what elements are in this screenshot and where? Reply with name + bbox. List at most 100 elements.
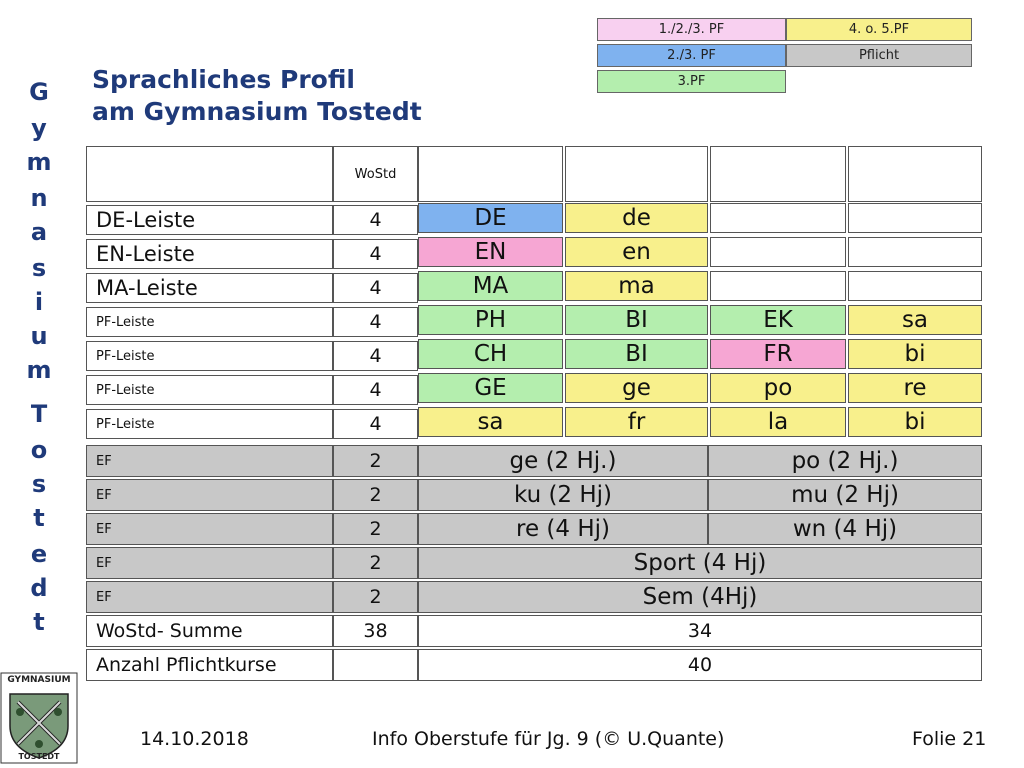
footer-slide-number: Folie 21 <box>912 728 987 750</box>
row-wostd: 4 <box>333 273 418 303</box>
row-label: PF-Leiste <box>86 409 333 439</box>
ef-row-label: EF <box>86 445 333 477</box>
ef-row-wostd: 2 <box>333 479 418 511</box>
sidebar-letter: o <box>30 436 48 464</box>
course-cell: BI <box>565 339 708 369</box>
sidebar-letter: t <box>33 608 45 636</box>
sum-row-label: WoStd- Summe <box>86 615 333 647</box>
course-cell: CH <box>418 339 563 369</box>
row-label: PF-Leiste <box>86 375 333 405</box>
ef-course-full: Sport (4 Hj) <box>418 547 982 579</box>
logo-bottom-text: TOSTEDT <box>18 752 60 761</box>
row-wostd: 4 <box>333 409 418 439</box>
ef-row-label: EF <box>86 581 333 613</box>
legend-pflicht: Pflicht <box>786 44 972 67</box>
course-cell: en <box>565 237 708 267</box>
header-col-2 <box>565 146 708 202</box>
count-row-value: 40 <box>418 649 982 681</box>
ef-row-wostd: 2 <box>333 581 418 613</box>
ef-row-label: EF <box>86 513 333 545</box>
course-cell: sa <box>848 305 982 335</box>
count-row-wostd <box>333 649 418 681</box>
course-cell <box>710 203 846 233</box>
course-cell: MA <box>418 271 563 301</box>
ef-row-label: EF <box>86 547 333 579</box>
ef-course-left: ku (2 Hj) <box>418 479 708 511</box>
row-wostd: 4 <box>333 375 418 405</box>
course-cell: re <box>848 373 982 403</box>
sidebar-letter: G <box>29 78 49 106</box>
row-wostd: 4 <box>333 341 418 371</box>
ef-course-left: ge (2 Hj.) <box>418 445 708 477</box>
ef-course-right: po (2 Hj.) <box>708 445 982 477</box>
school-logo: GYMNASIUM TOSTEDT <box>0 672 78 764</box>
sum-row-wostd: 38 <box>333 615 418 647</box>
course-cell: la <box>710 407 846 437</box>
row-label: PF-Leiste <box>86 307 333 337</box>
legend-pf23: 2./3. PF <box>597 44 786 67</box>
ef-course-left: re (4 Hj) <box>418 513 708 545</box>
row-label: EN-Leiste <box>86 239 333 269</box>
course-cell: BI <box>565 305 708 335</box>
sidebar-letter: t <box>33 504 45 532</box>
row-label: DE-Leiste <box>86 205 333 235</box>
sidebar-letter: n <box>30 184 48 212</box>
count-row-label: Anzahl Pflichtkurse <box>86 649 333 681</box>
course-cell: ge <box>565 373 708 403</box>
sidebar-letter: s <box>31 470 47 498</box>
header-col-4 <box>848 146 982 202</box>
row-label: PF-Leiste <box>86 341 333 371</box>
row-label: MA-Leiste <box>86 273 333 303</box>
row-wostd: 4 <box>333 307 418 337</box>
sidebar-letter: m <box>26 148 52 176</box>
course-cell: EK <box>710 305 846 335</box>
course-cell <box>848 203 982 233</box>
row-wostd: 4 <box>333 205 418 235</box>
legend-pf45: 4. o. 5.PF <box>786 18 972 41</box>
legend-pf3: 3.PF <box>597 70 786 93</box>
footer-date: 14.10.2018 <box>140 728 249 750</box>
logo-top-text: GYMNASIUM <box>7 675 71 685</box>
sidebar-letter: d <box>30 574 48 602</box>
ef-course-right: wn (4 Hj) <box>708 513 982 545</box>
course-cell: de <box>565 203 708 233</box>
header-wostd: WoStd <box>333 146 418 202</box>
course-cell: po <box>710 373 846 403</box>
sidebar-letter: m <box>26 356 52 384</box>
sidebar-letter: T <box>30 400 48 428</box>
footer-center: Info Oberstufe für Jg. 9 (© U.Quante) <box>372 728 725 750</box>
course-cell <box>848 237 982 267</box>
sidebar-letter: i <box>34 288 44 316</box>
title-line-1: Sprachliches Profil <box>92 65 355 94</box>
course-cell: fr <box>565 407 708 437</box>
sidebar-letter: u <box>30 322 48 350</box>
ef-row-label: EF <box>86 479 333 511</box>
course-cell: DE <box>418 203 563 233</box>
legend-pf123: 1./2./3. PF <box>597 18 786 41</box>
header-empty-cell <box>86 146 333 202</box>
course-cell: ma <box>565 271 708 301</box>
course-cell: bi <box>848 339 982 369</box>
course-cell: sa <box>418 407 563 437</box>
course-cell <box>848 271 982 301</box>
course-cell: GE <box>418 373 563 403</box>
sidebar-letter: a <box>30 218 48 246</box>
course-cell <box>710 271 846 301</box>
header-col-1 <box>418 146 563 202</box>
course-cell: PH <box>418 305 563 335</box>
page-title: Sprachliches Profil am Gymnasium Tostedt <box>92 64 422 128</box>
sum-row-value: 34 <box>418 615 982 647</box>
sidebar-letter: e <box>30 540 48 568</box>
course-cell: FR <box>710 339 846 369</box>
course-cell <box>710 237 846 267</box>
sidebar-letter: s <box>31 254 47 282</box>
ef-course-right: mu (2 Hj) <box>708 479 982 511</box>
ef-row-wostd: 2 <box>333 513 418 545</box>
course-cell: bi <box>848 407 982 437</box>
title-line-2: am Gymnasium Tostedt <box>92 97 422 126</box>
ef-course-full: Sem (4Hj) <box>418 581 982 613</box>
course-cell: EN <box>418 237 563 267</box>
sidebar-letter: y <box>31 114 47 142</box>
header-col-3 <box>710 146 846 202</box>
ef-row-wostd: 2 <box>333 547 418 579</box>
